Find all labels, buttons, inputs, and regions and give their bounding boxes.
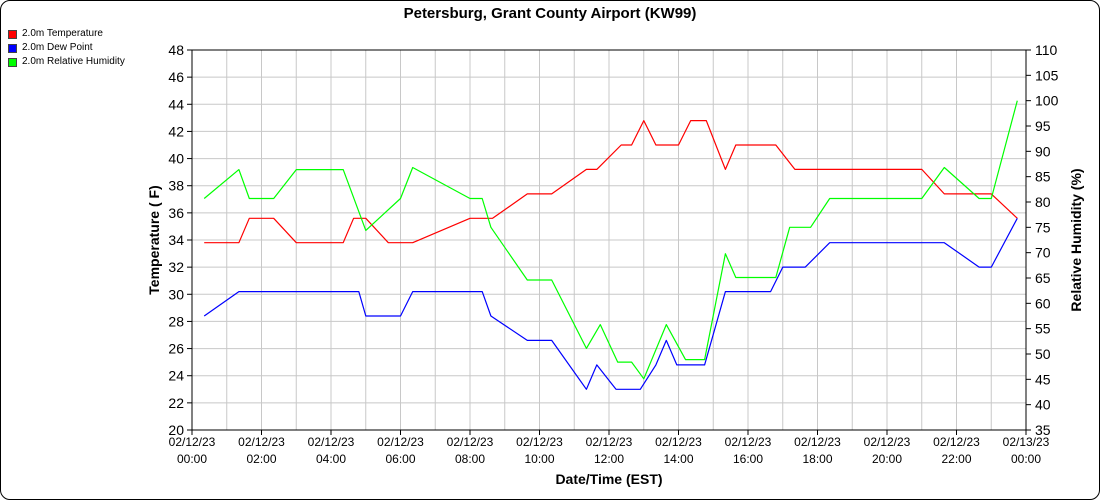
x-tick-label-date: 02/12/23 — [516, 435, 563, 449]
x-tick-label-time: 08:00 — [455, 452, 485, 466]
right-tick-label: 70 — [1035, 245, 1051, 261]
right-tick-label: 75 — [1035, 219, 1051, 235]
x-tick-label-time: 02:00 — [246, 452, 276, 466]
y-axis-label-left: Temperature ( F) — [146, 185, 162, 294]
left-tick-label: 30 — [168, 286, 184, 302]
x-tick-label-date: 02/12/23 — [308, 435, 355, 449]
right-tick-label: 95 — [1035, 118, 1051, 134]
legend-item-temperature: 2.0m Temperature — [8, 27, 125, 41]
x-tick-label-date: 02/12/23 — [864, 435, 911, 449]
left-tick-label: 20 — [168, 422, 184, 438]
legend-label-relative-humidity: 2.0m Relative Humidity — [22, 56, 125, 67]
series-line-dew-point — [203, 218, 1018, 390]
x-tick-label-time: 22:00 — [941, 452, 971, 466]
left-tick-label: 22 — [168, 395, 184, 411]
left-tick-label: 44 — [168, 96, 184, 112]
left-axis-ticks: 20 22 24 26 28 30 32 34 36 38 40 42 44 46 48 — [168, 42, 192, 438]
x-tick-label-time: 00:00 — [1011, 452, 1041, 466]
left-tick-label: 36 — [168, 205, 184, 221]
x-axis-label: Date/Time (EST) — [555, 471, 662, 487]
right-tick-label: 55 — [1035, 321, 1051, 337]
series-line-temperature — [204, 119, 1018, 244]
left-tick-label: 26 — [168, 341, 184, 357]
left-tick-label: 38 — [168, 178, 184, 194]
right-tick-label: 40 — [1035, 397, 1051, 413]
x-tick-label-time: 16:00 — [733, 452, 763, 466]
right-tick-label: 90 — [1035, 143, 1051, 159]
x-tick-label-time: 04:00 — [316, 452, 346, 466]
right-tick-label: 80 — [1035, 194, 1051, 210]
left-tick-label: 42 — [168, 123, 184, 139]
right-tick-label: 60 — [1035, 295, 1051, 311]
legend-item-relative-humidity: 2.0m Relative Humidity — [8, 55, 125, 69]
x-tick-label-time: 20:00 — [872, 452, 902, 466]
x-tick-label-date: 02/12/23 — [586, 435, 633, 449]
x-tick-label-time: 12:00 — [594, 452, 624, 466]
legend-label-temperature: 2.0m Temperature — [22, 28, 103, 39]
x-axis-ticks: 02/12/23 00:00 02/12/23 02:00 02/12/23 04:00 0… — [169, 430, 1050, 466]
legend-item-dew-point: 2.0m Dew Point — [8, 41, 125, 55]
left-tick-label: 40 — [168, 151, 184, 167]
x-tick-label-time: 10:00 — [524, 452, 554, 466]
series-layer — [203, 100, 1018, 390]
y-axis-label-right: Relative Humidity (%) — [1068, 168, 1084, 311]
right-tick-label: 50 — [1035, 346, 1051, 362]
x-tick-label-date: 02/12/23 — [169, 435, 216, 449]
left-tick-label: 28 — [168, 313, 184, 329]
legend: 2.0m Temperature 2.0m Dew Point 2.0m Rel… — [8, 27, 125, 69]
x-tick-label-date: 02/12/23 — [377, 435, 424, 449]
legend-swatch-relative-humidity — [8, 57, 17, 67]
series-line-relative-humidity — [203, 100, 1018, 380]
right-tick-label: 35 — [1035, 422, 1051, 438]
x-tick-label-time: 18:00 — [802, 452, 832, 466]
x-tick-label-date: 02/12/23 — [655, 435, 702, 449]
x-tick-label-time: 00:00 — [177, 452, 207, 466]
right-tick-label: 65 — [1035, 270, 1051, 286]
x-tick-label-time: 06:00 — [385, 452, 415, 466]
x-tick-label-date: 02/12/23 — [933, 435, 980, 449]
left-tick-label: 46 — [168, 69, 184, 85]
right-tick-label: 100 — [1035, 93, 1059, 109]
chart-title: Petersburg, Grant County Airport (KW99) — [404, 5, 697, 22]
left-tick-label: 34 — [168, 232, 184, 248]
x-tick-label-date: 02/12/23 — [794, 435, 841, 449]
x-tick-label-date: 02/12/23 — [447, 435, 494, 449]
right-tick-label: 85 — [1035, 169, 1051, 185]
x-tick-label-time: 14:00 — [663, 452, 693, 466]
grid-lines — [191, 49, 1027, 431]
left-tick-label: 24 — [168, 368, 184, 384]
right-tick-label: 45 — [1035, 371, 1051, 387]
legend-label-dew-point: 2.0m Dew Point — [22, 42, 93, 53]
legend-swatch-dew-point — [8, 43, 17, 53]
x-tick-label-date: 02/12/23 — [238, 435, 285, 449]
x-tick-label-date: 02/12/23 — [725, 435, 772, 449]
right-tick-label: 105 — [1035, 67, 1059, 83]
left-tick-label: 48 — [168, 42, 184, 58]
right-axis-ticks: 35 40 45 50 55 60 65 70 75 80 85 90 95 100 105 110 — [1026, 42, 1059, 438]
legend-swatch-temperature — [8, 29, 17, 39]
x-tick-label-date: 02/13/23 — [1003, 435, 1050, 449]
left-tick-label: 32 — [168, 259, 184, 275]
right-tick-label: 110 — [1035, 42, 1058, 58]
